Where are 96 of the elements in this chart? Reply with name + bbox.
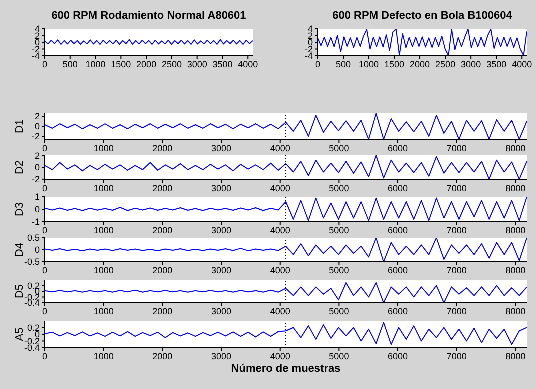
x-tick-label: 6000 xyxy=(388,306,408,316)
x-tick-label: 6000 xyxy=(388,225,408,236)
x-tick-label: 2000 xyxy=(410,59,430,70)
x-tick-label: 7000 xyxy=(446,143,467,154)
x-tick-label: 0 xyxy=(42,225,48,236)
x-tick-label: 7000 xyxy=(446,265,467,276)
x-tick-label: 6000 xyxy=(388,351,408,362)
x-tick-label: 500 xyxy=(62,59,78,70)
x-tick-label: 6000 xyxy=(388,183,408,194)
x-tick-label: 3000 xyxy=(212,225,232,236)
x-tick-label: 2000 xyxy=(152,265,173,276)
x-tick-label: 2000 xyxy=(152,306,173,316)
x-tick-label: 500 xyxy=(336,59,352,70)
x-tick-label: 0 xyxy=(42,59,48,70)
x-tick-label: 4000 xyxy=(238,59,258,70)
x-tick-label: 6000 xyxy=(388,143,408,154)
x-tick-label: 2000 xyxy=(152,225,173,236)
x-tick-label: 4000 xyxy=(270,306,290,316)
y-tick-label: -2 xyxy=(32,174,40,185)
y-tick-label: 0 xyxy=(34,122,40,132)
y-tick-label: -4 xyxy=(304,51,313,62)
x-tick-label: 2500 xyxy=(162,59,182,70)
x-tick-label: 2000 xyxy=(152,183,173,194)
x-tick-label: 1000 xyxy=(94,351,114,362)
y-tick-label: -1 xyxy=(32,217,40,228)
y-tick-label: 2 xyxy=(34,112,40,122)
x-tick-label: 5000 xyxy=(329,225,350,236)
y-tick-label: -4 xyxy=(32,51,40,62)
x-tick-label: 8000 xyxy=(506,306,526,316)
x-tick-label: 7000 xyxy=(446,351,467,362)
x-tick-label: 1500 xyxy=(384,59,405,70)
y-tick-label: 0.5 xyxy=(27,233,40,244)
y-tick-label: -0.4 xyxy=(24,343,40,354)
x-tick-label: 3500 xyxy=(486,59,507,70)
x-tick-label: 1000 xyxy=(359,59,380,70)
x-tick-label: 8000 xyxy=(506,143,526,154)
x-tick-label: 7000 xyxy=(446,183,467,194)
x-tick-label: 0 xyxy=(42,183,48,194)
y-tick-label: 2 xyxy=(34,150,40,161)
x-tick-label: 8000 xyxy=(506,351,526,362)
x-tick-label: 8000 xyxy=(506,225,526,236)
x-tick-label: 5000 xyxy=(329,143,350,154)
x-tick-label: 1000 xyxy=(94,183,114,194)
x-tick-label: 3000 xyxy=(461,59,482,70)
y-axis-title: D2 xyxy=(14,160,26,175)
x-tick-label: 5000 xyxy=(329,351,350,362)
y-axis-title: D4 xyxy=(14,242,26,258)
x-tick-label: 5000 xyxy=(329,306,350,316)
y-tick-label: 0 xyxy=(34,204,40,215)
x-tick-label: 7000 xyxy=(446,225,467,236)
x-tick-label: 3000 xyxy=(212,351,232,362)
y-tick-label: 0 xyxy=(34,162,40,173)
x-tick-label: 6000 xyxy=(388,265,408,276)
x-tick-label: 8000 xyxy=(506,183,526,194)
x-tick-label: 4000 xyxy=(270,351,290,362)
x-tick-label: 4000 xyxy=(512,59,532,70)
x-tick-label: 1000 xyxy=(94,265,114,276)
x-tick-label: 1000 xyxy=(94,225,114,236)
y-axis-title: D5 xyxy=(14,284,26,299)
x-tick-label: 4000 xyxy=(270,183,290,194)
x-tick-label: 2000 xyxy=(152,143,173,154)
x-tick-label: 1000 xyxy=(94,306,114,316)
x-tick-label: 0 xyxy=(315,59,321,70)
y-axis-title: D1 xyxy=(14,119,26,134)
y-tick-label: 0 xyxy=(34,245,40,256)
y-tick-label: 1 xyxy=(34,192,40,202)
y-axis-title: A5 xyxy=(14,328,26,342)
x-tick-label: 3000 xyxy=(212,265,232,276)
x-tick-label: 1000 xyxy=(94,143,114,154)
x-tick-label: 4000 xyxy=(270,225,290,236)
x-tick-label: 3000 xyxy=(212,306,232,316)
x-tick-label: 3000 xyxy=(212,183,232,194)
chart-title: 600 RPM Rodamiento Normal A80601 xyxy=(50,9,248,24)
x-tick-label: 3000 xyxy=(212,143,232,154)
x-tick-label: 2000 xyxy=(152,351,173,362)
x-tick-label: 2500 xyxy=(436,59,456,70)
x-tick-label: 0 xyxy=(42,143,48,154)
y-tick-label: -2 xyxy=(32,132,40,142)
x-tick-label: 0 xyxy=(42,265,48,276)
x-tick-label: 1500 xyxy=(111,59,132,70)
x-tick-label: 7000 xyxy=(446,306,467,316)
x-tick-label: 0 xyxy=(42,306,48,316)
x-tick-label: 4000 xyxy=(270,143,290,154)
x-tick-label: 8000 xyxy=(506,265,526,276)
x-tick-label: 2000 xyxy=(136,59,157,70)
x-tick-label: 3000 xyxy=(187,59,208,70)
x-tick-label: 0 xyxy=(42,351,48,362)
x-tick-label: 3500 xyxy=(212,59,233,70)
x-tick-label: 5000 xyxy=(329,265,350,276)
y-tick-label: -0.5 xyxy=(24,257,40,268)
x-tick-label: 1000 xyxy=(86,59,106,70)
x-tick-label: 5000 xyxy=(329,183,350,194)
x-tick-label: 4000 xyxy=(270,265,290,276)
y-axis-title: D3 xyxy=(14,202,26,217)
x-axis-title: Número de muestras xyxy=(231,362,341,375)
chart-title: 600 RPM Defecto en Bola B100604 xyxy=(332,9,514,24)
